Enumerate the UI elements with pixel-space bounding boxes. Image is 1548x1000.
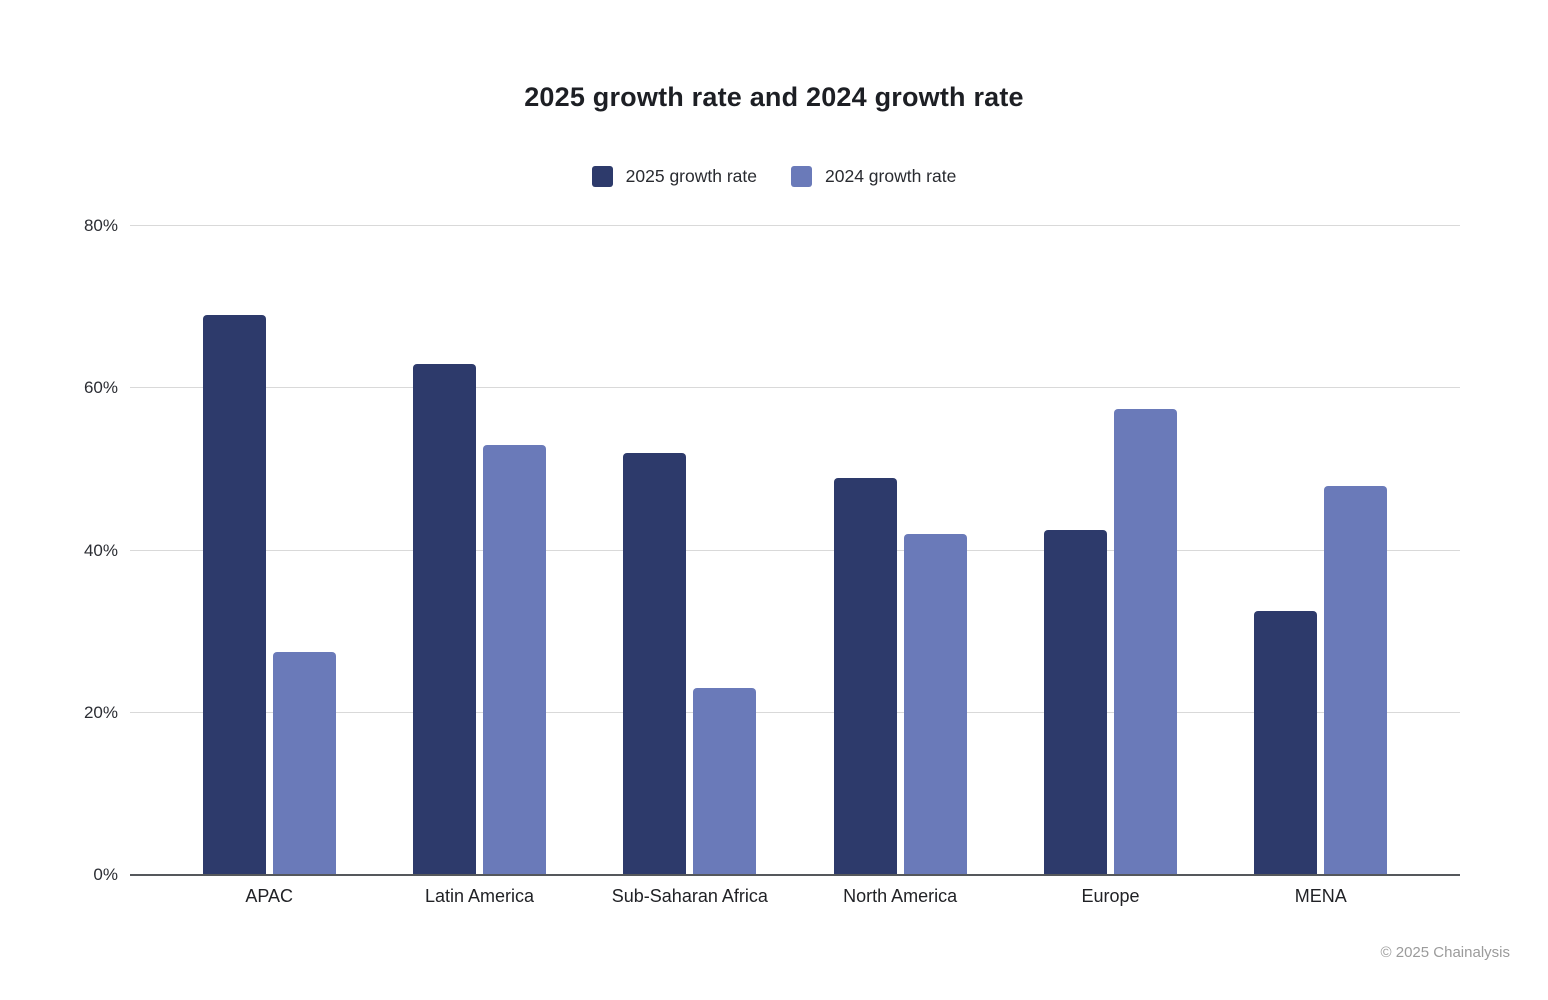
gridline-80 xyxy=(130,225,1460,226)
bar-2025-growth-rate-mena xyxy=(1254,611,1318,875)
bar-group-apac xyxy=(164,226,374,875)
category-label-latin-america: Latin America xyxy=(424,886,535,906)
gridline-20 xyxy=(130,711,1460,713)
category-label-apac: APAC xyxy=(245,886,293,906)
category-label-north-america: North America xyxy=(843,886,958,906)
bar-2024-growth-rate-apac xyxy=(272,651,336,875)
category-label-sub-saharan-africa: Sub-Saharan Africa xyxy=(611,886,768,906)
category-label-mena: MENA xyxy=(1294,886,1347,906)
chart-title: 2025 growth rate and 2024 growth rate xyxy=(524,82,1024,112)
bar-group-latin-america xyxy=(374,226,584,875)
bar-group-mena xyxy=(1216,226,1426,875)
bar-2025-growth-rate-sub-saharan-africa xyxy=(623,453,687,875)
legend-swatch-2024-icon xyxy=(791,166,812,187)
category-label-europe: Europe xyxy=(1081,886,1140,906)
bar-group-europe xyxy=(1005,226,1215,875)
legend-item-2024-growth-rate: 2024 growth rate xyxy=(791,166,956,187)
y-tick-label-0: 0% xyxy=(93,865,118,884)
y-tick-label-40: 40% xyxy=(83,540,118,560)
bar-2025-growth-rate-latin-america xyxy=(412,363,476,875)
y-tick-label-80: 80% xyxy=(83,216,118,235)
bar-2025-growth-rate-north-america xyxy=(833,477,897,875)
x-axis: APAC Latin America Sub-Saharan Africa North… xyxy=(130,886,1460,907)
y-axis: 0% 20% 40% 60% 80% xyxy=(0,216,118,884)
legend-label-2025: 2025 growth rate xyxy=(625,166,757,186)
gridline-40 xyxy=(130,549,1460,551)
bar-group-sub-saharan-africa xyxy=(585,226,795,875)
legend: 2025 growth rate 2024 growth rate xyxy=(0,166,1548,187)
bar-group-north-america xyxy=(795,226,1005,875)
gridline-60 xyxy=(130,387,1460,389)
bar-2024-growth-rate-europe xyxy=(1113,408,1177,875)
x-axis-line xyxy=(130,874,1460,876)
legend-swatch-2025-icon xyxy=(591,166,613,187)
bar-2024-growth-rate-latin-america xyxy=(482,445,546,875)
bar-2025-growth-rate-apac xyxy=(202,315,266,875)
legend-label-2024: 2024 growth rate xyxy=(825,166,957,186)
bar-2024-growth-rate-mena xyxy=(1324,485,1388,875)
legend-item-2025-growth-rate: 2025 growth rate xyxy=(591,166,757,187)
y-tick-label-60: 60% xyxy=(83,378,118,398)
y-tick-label-20: 20% xyxy=(83,702,118,722)
bar-2024-growth-rate-north-america xyxy=(903,534,967,875)
bar-2024-growth-rate-sub-saharan-africa xyxy=(693,688,757,875)
copyright-watermark: © 2025 Chainalysis xyxy=(1380,944,1510,961)
plot-area xyxy=(130,225,1460,876)
bar-2025-growth-rate-europe xyxy=(1043,530,1107,875)
bar-groups xyxy=(130,226,1460,875)
